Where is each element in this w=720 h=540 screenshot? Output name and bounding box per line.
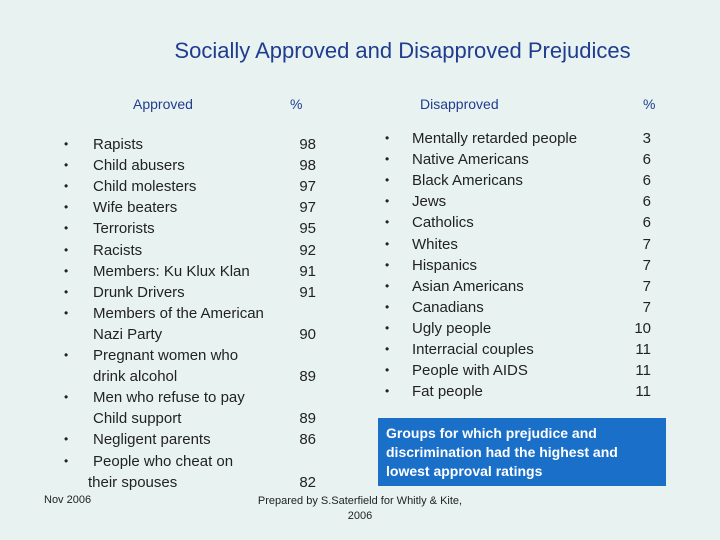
approved-item-label: Rapists [93,136,144,153]
disapproved-item-pct: 6 [642,172,651,190]
disapproved-item-pct: 7 [642,235,651,253]
approved-item-pct: 89 [299,410,316,428]
disapproved-item-label: Canadians [412,298,484,316]
approved-item-pct: 92 [299,241,316,259]
approved-item-pct: 91 [299,283,316,301]
disapproved-item-label: Ugly people [412,319,492,337]
approved-item-label: Child support [93,410,182,428]
bullet-icon: • [64,432,69,447]
approved-item-label: Pregnant women who [93,347,239,364]
approved-item-pct: 86 [299,431,316,449]
approved-item-label: Terrorists [93,220,155,238]
disapproved-item-label: Fat people [412,383,483,401]
bullet-icon: • [64,137,69,151]
disapproved-item-pct: 6 [642,214,651,232]
approved-item-label: Child molesters [93,178,197,196]
footer-date: Nov 2006 [44,494,92,506]
bullet-icon: • [385,320,390,335]
bullet-icon: • [385,131,390,145]
approved-item-label: their spouses [88,473,178,491]
bullet-icon: • [64,390,69,405]
disapproved-item-label: Hispanics [412,256,478,274]
approved-item-pct: 91 [299,262,316,280]
disapproved-header: Disapproved [420,96,499,112]
approved-item-label: Racists [93,241,143,259]
bullet-icon: • [385,278,390,293]
disapproved-item-pct: 7 [642,298,651,316]
disapproved-item-label: Jews [412,193,447,211]
approved-item-label: Drunk Drivers [93,283,185,301]
disapproved-item-pct: 7 [642,256,651,274]
disapproved-item-pct: 11 [635,362,651,380]
approved-item-label: Members: Ku Klux Klan [93,262,250,280]
bullet-icon: • [385,384,390,399]
bullet-icon: • [385,215,390,230]
approved-item-label: Nazi Party [93,325,163,343]
disapproved-item-label: Black Americans [412,172,523,190]
disapproved-item-pct: 10 [634,319,651,337]
approved-item-pct: 98 [299,157,316,175]
approved-item-pct: 97 [299,178,316,196]
approved-item-label: Wife beaters [93,199,178,217]
bullet-icon: • [385,152,390,167]
disapproved-item-pct: 3 [642,130,651,147]
bullet-icon: • [64,158,69,173]
bullet-icon: • [64,221,69,236]
disapproved-item-label: Mentally retarded people [412,130,578,147]
approved-item-pct: 90 [299,325,316,343]
approved-header: Approved [133,96,193,112]
bullet-icon: • [64,453,69,468]
disapproved-item-label: Catholics [412,214,474,232]
disapproved-item-pct: 6 [642,151,651,169]
disapproved-item-label: Whites [412,235,458,253]
approved-item-pct: 95 [299,220,316,238]
disapproved-item-label: Native Americans [412,151,529,169]
bullet-icon: • [64,179,69,194]
bullet-icon: • [385,363,390,378]
bullet-icon: • [64,348,69,362]
bullet-icon: • [385,257,390,272]
approved-item-pct: 98 [299,136,316,153]
disapproved-item-label: People with AIDS [412,362,528,380]
bullet-icon: • [385,236,390,251]
approved-item-label: Men who refuse to pay [93,389,245,407]
approved-item-label: Negligent parents [93,431,211,449]
footer-credit: Prepared by S.Saterfield for Whitly & Ki… [257,495,463,522]
slide-title: Socially Approved and Disapproved Prejud… [174,38,631,63]
disapproved-item-pct: 7 [642,277,651,295]
bullet-icon: • [64,305,69,320]
bullet-icon: • [64,263,69,278]
approved-item-label: People who cheat on [93,452,234,470]
bullet-icon: • [385,299,390,314]
disapproved-item-label: Asian Americans [412,277,524,295]
approved-pct-header: % [290,96,303,112]
bullet-icon: • [385,194,390,209]
disapproved-item-pct: 11 [635,341,651,358]
bullet-icon: • [64,200,69,215]
approved-item-pct: 97 [299,199,316,217]
bullet-icon: • [64,242,69,257]
approved-item-label: Members of the American [93,304,264,322]
disapproved-item-pct: 11 [635,383,651,401]
approved-item-label: drink alcohol [93,368,178,386]
bullet-icon: • [64,284,69,299]
highlight-callout: Groups for which prejudice and discrimin… [378,418,666,486]
bullet-icon: • [385,342,390,356]
disapproved-item-pct: 6 [642,193,651,211]
approved-item-pct: 89 [299,368,316,386]
approved-item-pct: 82 [299,473,316,491]
approved-item-label: Child abusers [93,157,185,175]
bullet-icon: • [385,173,390,188]
disapproved-item-label: Interracial couples [412,341,534,358]
disapproved-pct-header: % [643,96,656,112]
